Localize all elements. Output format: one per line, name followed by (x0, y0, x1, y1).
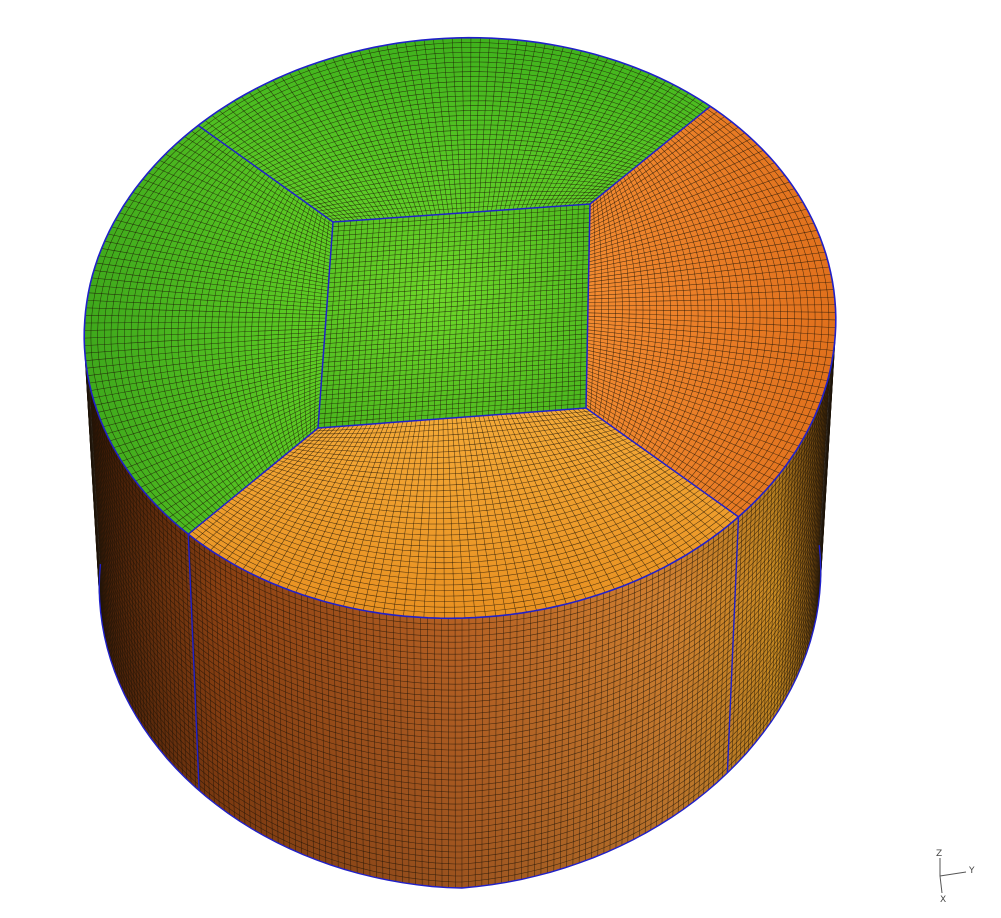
top-rim-edge (83, 36, 837, 620)
diagonal-block-edge (585, 407, 739, 518)
y-axis-line (939, 871, 967, 877)
side-block-edge (187, 534, 200, 791)
cylinder-top-face (84, 37, 836, 619)
x-axis-line (939, 875, 943, 894)
axis-triad: Z Y X (936, 849, 975, 905)
side-mesh (83, 293, 837, 889)
z-axis-label: Z (936, 849, 942, 859)
bottom-orange-block (188, 408, 739, 619)
x-axis-label: X (940, 895, 946, 905)
diagonal-block-edge (197, 124, 334, 223)
diagonal-block-edge (589, 105, 711, 205)
side-block-edge (726, 516, 740, 773)
y-axis-label: Y (968, 866, 975, 876)
diagonal-block-edge (187, 427, 319, 535)
center-square-mesh (317, 203, 591, 429)
bottom-rim-edge (98, 545, 822, 889)
right-orange-block-mesh (585, 106, 836, 518)
top-green-block-mesh (197, 37, 711, 223)
bottom-orange-block-mesh (188, 407, 739, 619)
cylinder-body (83, 293, 837, 889)
block-edges (83, 36, 837, 620)
left-green-block-mesh (84, 125, 334, 535)
